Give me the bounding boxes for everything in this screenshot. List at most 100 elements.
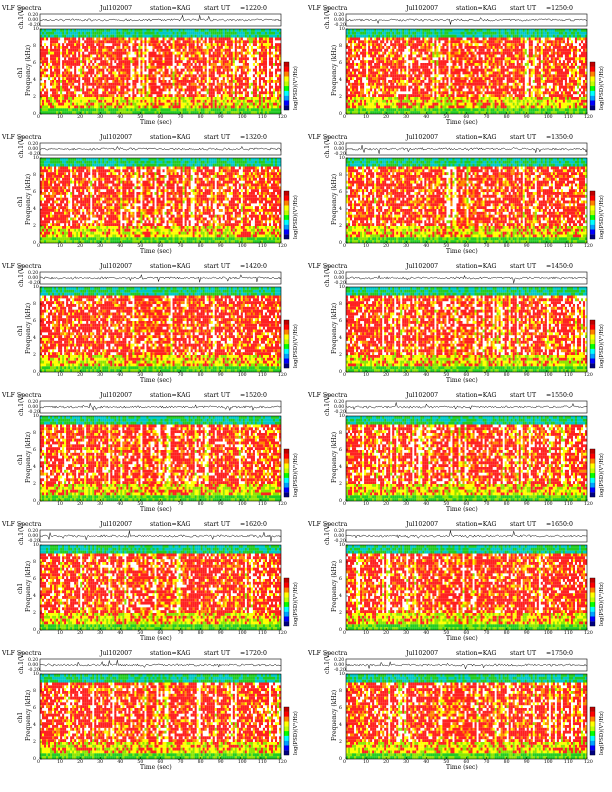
channel-axis-label: ch1 [17,67,24,78]
colorbar-segment [284,95,289,101]
y-tick-label: 2 [33,224,36,229]
colorbar-segment [590,210,595,216]
frequency-axis-label: Frequency (kHz) [331,690,338,741]
x-tick-label: 80 [198,115,204,120]
frequency-axis-label: Frequency (kHz) [331,174,338,225]
waveform-trace [345,660,588,670]
panel-header-label: VLF Spectra [308,392,347,399]
colorbar-segment [284,324,289,330]
y-tick-label: 10 [339,672,345,677]
y-tick-label: 4 [339,336,342,341]
panel-header-label: VLF Spectra [2,521,41,528]
x-tick-label: 50 [443,244,449,249]
colorbar-frame [589,190,596,240]
waveform-tick-label: 0.00 [334,276,344,281]
colorbar-segment [590,482,595,488]
colorbar-segment [590,66,595,72]
x-tick-label: 30 [403,244,409,249]
x-tick-label: 40 [423,760,429,765]
colorbar-segment [284,219,289,225]
waveform-frame [345,400,588,414]
x-tick-label: 40 [117,115,123,120]
x-tick-label: 70 [484,631,490,636]
x-tick-label: 90 [218,373,224,378]
channel-axis-label: ch1 [17,583,24,594]
x-tick-label: 40 [423,502,429,507]
x-tick-label: 120 [278,502,287,507]
colorbar-segment [590,458,595,464]
x-tick-label: 10 [57,244,63,249]
x-tick-label: 0 [343,115,346,120]
waveform-trace [345,402,588,411]
x-tick-label: 70 [484,502,490,507]
waveform-frame [345,142,588,156]
y-tick-label: 0 [33,757,36,762]
colorbar-segment [590,339,595,345]
y-tick-label: 8 [33,173,36,178]
colorbar-segment [284,215,289,220]
panel-header-station: station=KAG [150,521,191,528]
spectrogram-figure [345,271,596,373]
colorbar-segment [590,602,595,607]
colorbar-segment [284,363,289,369]
y-tick-label: 0 [339,628,342,633]
x-tick-label: 70 [484,244,490,249]
y-tick-label: 6 [33,190,36,195]
waveform-tick-label: -0.20 [28,539,40,544]
spectrogram-figure [345,658,596,760]
x-tick-label: 40 [423,244,429,249]
x-tick-label: 120 [278,631,287,636]
y-tick-label: 10 [339,543,345,548]
x-tick-label: 110 [564,502,573,507]
x-tick-label: 30 [97,631,103,636]
y-tick-label: 2 [339,353,342,358]
x-tick-label: 50 [443,760,449,765]
x-tick-label: 30 [97,244,103,249]
waveform-tick-label: 0.20 [334,529,344,534]
panel-header-station: station=KAG [456,5,497,12]
colorbar-segment [590,100,595,106]
x-tick-label: 90 [524,760,530,765]
x-tick-label: 70 [484,373,490,378]
spectrogram-cells [346,158,588,244]
x-tick-label: 60 [158,373,164,378]
y-tick-label: 8 [33,302,36,307]
panel-header-label: VLF Spectra [2,650,41,657]
spectrogram-cells [40,416,282,502]
x-axis-label: Time (sec) [140,506,172,513]
colorbar-segment [284,329,289,335]
panel-header-date: Jul102007 [406,134,438,141]
x-tick-label: 90 [218,244,224,249]
colorbar-segment [590,234,595,240]
y-tick-label: 8 [339,44,342,49]
y-tick-label: 0 [339,112,342,117]
y-tick-label: 10 [33,156,39,161]
panel-header-start-time: =1250:0 [546,5,573,12]
x-tick-label: 120 [584,373,593,378]
waveform-tick-label: 0.20 [28,13,38,18]
x-tick-label: 80 [198,502,204,507]
x-tick-label: 20 [77,115,83,120]
x-tick-label: 70 [178,631,184,636]
waveform-tick-label: -0.20 [334,668,346,673]
waveform-tick-label: 0.20 [334,658,344,663]
waveform-tick-label: 0.20 [28,142,38,147]
spectrogram-panel: 0 10 20 30 40 50 60 70 80 90 100 110 120 0 2 4 6 8 10 0.20 0… [306,2,612,130]
waveform-tick-label: -0.20 [334,152,346,157]
panel-header-date: Jul102007 [100,5,132,12]
x-tick-label: 0 [343,760,346,765]
x-tick-label: 70 [178,373,184,378]
x-tick-label: 80 [198,631,204,636]
panel-header-label: VLF Spectra [308,521,347,528]
colorbar-segment [590,86,595,91]
colorbar-frame [283,190,290,240]
x-tick-label: 80 [504,244,510,249]
colorbar-segment [590,726,595,732]
x-tick-label: 110 [258,760,267,765]
spectrogram-panel: 0 10 20 30 40 50 60 70 80 90 100 110 120 0 2 4 6 8 10 0.20 0… [306,260,612,388]
x-tick-label: 90 [524,373,530,378]
spectrogram-cells [346,287,588,373]
panel-header-start-time: =1620:0 [240,521,267,528]
waveform-tick-label: 0.20 [28,271,38,276]
